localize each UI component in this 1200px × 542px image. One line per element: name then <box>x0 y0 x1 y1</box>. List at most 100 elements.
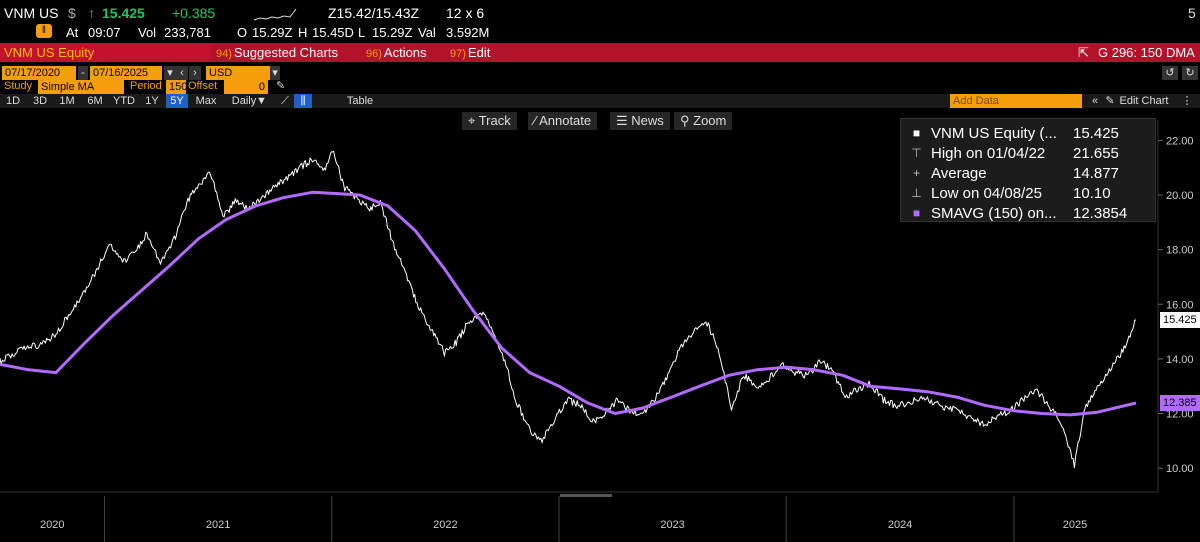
year-dividers <box>104 496 1015 542</box>
white-square-icon: ■ <box>912 126 921 140</box>
next-icon[interactable]: › <box>189 66 201 80</box>
legend-value: 21.655 <box>1073 145 1119 162</box>
options-icon[interactable]: ⋮ <box>1181 95 1193 107</box>
menu-number: 96) <box>366 48 382 60</box>
legend-label: Low on 04/08/25 <box>931 185 1042 202</box>
zoom-icon: ⚲ <box>680 113 694 128</box>
average-marker-icon: + <box>912 166 920 180</box>
x-tick-label: 2024 <box>888 519 912 531</box>
end-date-input[interactable]: 07/16/2025 <box>90 66 162 80</box>
y-tick-label: 14.00 <box>1166 354 1194 366</box>
chart-legend: ■ VNM US Equity (... 15.425 ⊤ High on 01… <box>900 118 1156 222</box>
news-button[interactable]: ☰ News <box>610 112 670 130</box>
volume: 233,781 <box>164 25 211 40</box>
legend-label: High on 01/04/22 <box>931 145 1046 162</box>
menu-number: 97) <box>450 48 466 60</box>
low-price: 15.29Z <box>372 25 413 40</box>
chart-function-label: G 296: 150 DMA <box>1098 45 1195 60</box>
sma-price-tag: 12.385 <box>1160 395 1200 411</box>
tab-1m[interactable]: 1M <box>59 95 75 107</box>
tab-max[interactable]: Max <box>195 95 217 107</box>
series-layer <box>0 150 1137 469</box>
legend-label: Average <box>931 165 987 182</box>
zoom-button[interactable]: ⚲ Zoom <box>674 112 733 130</box>
alert-icon[interactable]: ǁ <box>36 24 52 38</box>
x-tick-label: 2021 <box>206 519 230 531</box>
legend-item-high[interactable]: ⊤ High on 01/04/22 21.655 <box>911 145 1151 165</box>
bar-chart-icon[interactable]: ⫼ <box>294 94 312 108</box>
legend-value: 10.10 <box>1073 185 1111 202</box>
last-price: 15.425 <box>102 5 145 21</box>
study-label: Study <box>4 80 33 92</box>
legend-label: VNM US Equity (... <box>931 125 1057 142</box>
open-label: O <box>237 25 248 40</box>
x-tick-label: 2020 <box>40 519 64 531</box>
legend-item-average[interactable]: + Average 14.877 <box>911 165 1151 185</box>
y-ticks: 10.00 12.00 14.00 16.00 18.00 20.00 22.00 <box>1158 135 1194 475</box>
annotate-button[interactable]: ∕ Annotate <box>528 112 598 130</box>
tab-1d[interactable]: 1D <box>5 95 21 107</box>
table-button[interactable]: Table <box>346 95 374 107</box>
pencil-icon[interactable]: ✎ <box>276 80 286 92</box>
menu-label: Actions <box>383 45 427 60</box>
period-label: Period <box>130 80 162 92</box>
edit-menu[interactable]: 97) Edit <box>450 43 490 62</box>
tab-5y[interactable]: 5Y <box>166 94 188 108</box>
annotate-icon: ∕ <box>534 113 540 128</box>
net-change: +0.385 <box>172 5 216 21</box>
currency-dropdown-icon[interactable]: ▾ <box>270 66 280 80</box>
y-tick-label: 22.00 <box>1166 135 1194 147</box>
suggested-charts-menu[interactable]: 94) Suggested Charts <box>216 43 338 62</box>
actions-menu[interactable]: 96) Actions <box>366 43 427 62</box>
legend-label: SMAVG (150) on... <box>931 205 1057 222</box>
val-label: Val <box>418 25 436 40</box>
x-tick-label: 2025 <box>1063 519 1087 531</box>
x-tick-label: 2022 <box>433 519 457 531</box>
frequency-dropdown-icon[interactable]: ▼ <box>256 95 267 107</box>
add-data-input[interactable]: Add Data <box>950 94 1082 108</box>
legend-item-price[interactable]: ■ VNM US Equity (... 15.425 <box>911 125 1151 145</box>
y-tick-label: 16.00 <box>1166 299 1194 311</box>
offset-input[interactable]: 0 <box>224 80 268 94</box>
tab-3d[interactable]: 3D <box>32 95 48 107</box>
collapse-icon[interactable]: « <box>1091 95 1099 107</box>
news-label: News <box>631 113 664 128</box>
quote-line: VNM US $ ↑ 15.425 +0.385 Z15.42/15.43Z 1… <box>0 0 1200 24</box>
redo-icon[interactable]: ↻ <box>1182 66 1198 80</box>
vol-label: Vol <box>138 25 157 40</box>
period-input[interactable]: 150 <box>166 80 187 94</box>
legend-value: 14.877 <box>1073 165 1119 182</box>
sparkline-icon <box>253 8 297 21</box>
calendar-icon[interactable]: ▾ <box>164 66 176 80</box>
edit-chart-button[interactable]: Edit Chart <box>1119 95 1169 107</box>
track-button[interactable]: ⌖ Track <box>462 112 517 130</box>
edit-chart-icon[interactable]: ✎ <box>1105 95 1115 107</box>
security-field[interactable]: VNM US Equity <box>0 43 210 62</box>
crosshair-icon: ⌖ <box>468 113 479 128</box>
sma-series-line <box>0 190 1137 417</box>
open-price: 15.29Z <box>252 25 293 40</box>
corner-indicator: 5 <box>1188 5 1196 21</box>
start-date-input[interactable]: 07/17/2020 <box>2 66 76 80</box>
export-icon[interactable]: ⇱ <box>1078 45 1089 60</box>
line-chart-icon[interactable]: ⟋ <box>281 95 289 107</box>
legend-item-low[interactable]: ⊥ Low on 04/08/25 10.10 <box>911 185 1151 205</box>
undo-icon[interactable]: ↺ <box>1162 66 1178 80</box>
tab-ytd[interactable]: YTD <box>113 95 135 107</box>
bid-ask: Z15.42/15.43Z <box>328 5 420 21</box>
y-tick-label: 18.00 <box>1166 245 1194 257</box>
currency-select[interactable]: USD <box>206 66 270 80</box>
timeframe-bar: 1D 3D 1M 6M YTD 1Y 5Y Max Daily ▼ ⟋ ⫼ Ta… <box>0 94 1200 108</box>
up-arrow-icon: ↑ <box>88 5 95 21</box>
y-tick-label: 10.00 <box>1166 463 1194 475</box>
prev-icon[interactable]: ‹ <box>176 66 188 80</box>
tab-6m[interactable]: 6M <box>87 95 103 107</box>
low-marker-icon: ⊥ <box>911 186 922 200</box>
tab-1y[interactable]: 1Y <box>145 95 159 107</box>
study-select[interactable]: Simple MA <box>38 80 124 94</box>
ticker-label: VNM US <box>4 5 59 21</box>
offset-label: Offset <box>188 80 218 92</box>
legend-item-sma[interactable]: ■ SMAVG (150) on... 12.3854 <box>911 205 1151 225</box>
frequency-select[interactable]: Daily <box>231 95 257 107</box>
